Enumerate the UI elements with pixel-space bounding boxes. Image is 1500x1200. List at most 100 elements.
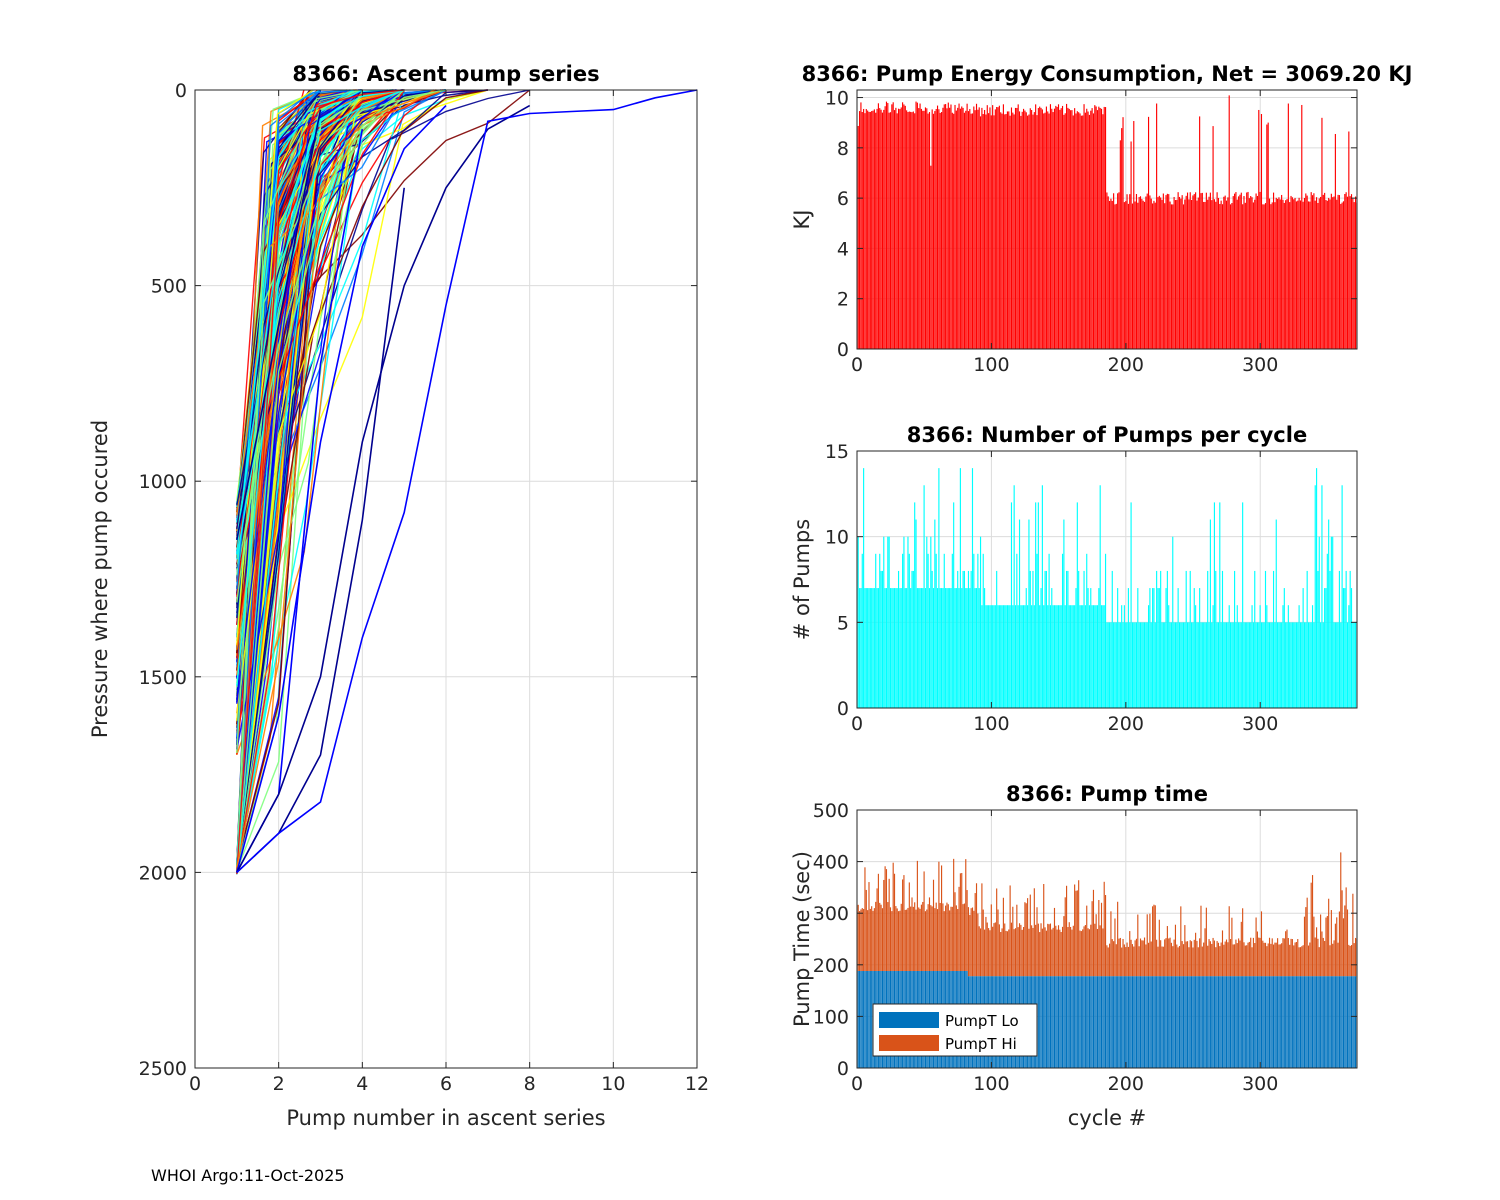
pumpt-lo-bar: [1166, 976, 1168, 1068]
pumps-bar: [1106, 622, 1108, 708]
energy-bar: [889, 112, 892, 349]
energy-bar: [1079, 113, 1081, 349]
pumpt-hi-bar: [988, 928, 990, 977]
energy-bar: [1032, 114, 1034, 349]
pumps-bar: [884, 588, 886, 708]
pumpt-hi-bar: [1009, 885, 1011, 977]
energy-bar: [985, 114, 987, 350]
pumps-bar: [1008, 605, 1010, 708]
pumps-bar: [1285, 622, 1287, 708]
pumpt-hi-bar: [1285, 931, 1287, 977]
energy-bar: [1302, 201, 1304, 349]
pumps-bar: [873, 588, 875, 708]
pumps-bar: [1100, 605, 1103, 708]
energy-bar: [965, 110, 967, 349]
pumpt-lo-bar: [1079, 976, 1081, 1068]
pumpt-lo-bar: [1191, 976, 1193, 1068]
pumpt-lo-bar: [1149, 976, 1151, 1068]
pumpt-lo-bar: [1255, 976, 1257, 1068]
pumpt-hi-bar: [1165, 938, 1167, 977]
pumps-bar: [1130, 502, 1132, 708]
pumps-bar: [1068, 605, 1070, 708]
pumpt-lo-bar: [1326, 976, 1328, 1068]
energy-bar: [938, 109, 940, 349]
pumps-bar: [1301, 622, 1303, 708]
energy-bar: [904, 105, 906, 349]
pumpt-hi-bar: [1207, 945, 1209, 977]
energy-bar: [1324, 192, 1326, 349]
pumps-bar: [1318, 536, 1320, 708]
energy-bar: [939, 112, 941, 349]
energy-bar: [920, 108, 922, 350]
pumpt-hi-bar: [1130, 939, 1132, 977]
pumps-bar: [1168, 605, 1170, 708]
pumpt-hi-bar: [1309, 942, 1311, 977]
pumpt-hi-bar: [1061, 926, 1064, 977]
pumpt-hi-bar: [1235, 939, 1237, 977]
pumpt-hi-bar: [1145, 944, 1147, 977]
energy-bar: [1123, 202, 1125, 349]
y-tick-label: 4: [837, 238, 849, 260]
energy-bar: [1141, 198, 1143, 349]
pumpt-hi-bar: [1345, 887, 1347, 977]
pumpt-hi-bar: [1107, 947, 1109, 977]
pumpt-lo-bar: [1318, 976, 1320, 1068]
energy-bar: [1025, 112, 1027, 349]
energy-bar: [1301, 104, 1303, 349]
energy-bar: [1002, 104, 1004, 349]
pumps-bar: [1264, 570, 1267, 708]
energy-bar: [1314, 200, 1316, 349]
energy-bar: [1150, 198, 1152, 349]
pumps-bar: [1045, 570, 1047, 708]
pumpt-lo-bar: [1342, 976, 1345, 1068]
y-tick-label: 500: [151, 276, 187, 298]
pumpt-hi-bar: [1256, 931, 1259, 977]
pumps-bar: [988, 605, 990, 708]
pumpt-lo-bar: [1316, 976, 1318, 1068]
energy-bar: [979, 116, 982, 349]
pumps-bar: [1342, 588, 1345, 708]
pumps-bar: [1049, 605, 1052, 708]
pumps-bar: [1149, 588, 1151, 708]
pumps-bar: [1223, 622, 1225, 708]
energy-bar: [903, 104, 905, 349]
pumpt-lo-bar: [1333, 976, 1335, 1068]
energy-bar: [951, 112, 953, 349]
pumps-bar: [1114, 622, 1116, 708]
pumpt-lo-bar: [1113, 976, 1115, 1068]
pumps-bar: [1267, 622, 1269, 708]
pumpt-hi-bar: [1071, 929, 1073, 977]
energy-bar: [1266, 124, 1268, 349]
energy-bar: [1349, 196, 1351, 349]
pumpt-hi-bar: [1264, 942, 1267, 977]
pumps-bar: [867, 588, 869, 708]
energy-bar: [1270, 204, 1272, 349]
pumpt-lo-bar: [1228, 976, 1230, 1068]
energy-bar: [1035, 104, 1037, 349]
pumps-bar: [1298, 605, 1300, 708]
pumps-bar: [864, 588, 866, 708]
pumps-bar: [1349, 570, 1351, 708]
energy-bar: [1060, 108, 1062, 349]
pumpt-lo-bar: [1275, 976, 1277, 1068]
pumps-bar: [1160, 570, 1162, 708]
pumpt-hi-bar: [1162, 946, 1164, 977]
pumpt-hi-bar: [880, 904, 882, 971]
legend: PumpT Lo PumpT Hi: [872, 1003, 1038, 1057]
pumps-bar: [1345, 570, 1347, 708]
pumpt-hi-bar: [1121, 947, 1123, 977]
legend-swatch-2: [879, 1035, 939, 1051]
ascent-series-line: [236, 91, 440, 868]
energy-bar: [1232, 196, 1234, 349]
pumps-bar: [1176, 622, 1178, 708]
pumpt-hi-bar: [1188, 947, 1190, 977]
energy-bar: [1298, 197, 1300, 349]
pumps-bar: [1254, 570, 1256, 708]
pumpt-hi-bar: [1228, 906, 1230, 977]
pumps-bar: [1316, 468, 1318, 708]
pumpt-lo-bar: [1130, 976, 1132, 1068]
pumps-bar: [1129, 622, 1131, 708]
energy-bar: [1162, 193, 1164, 349]
footer-label: WHOI Argo:11-Oct-2025: [151, 1166, 345, 1185]
pumpt-hi-bar: [1059, 929, 1061, 977]
